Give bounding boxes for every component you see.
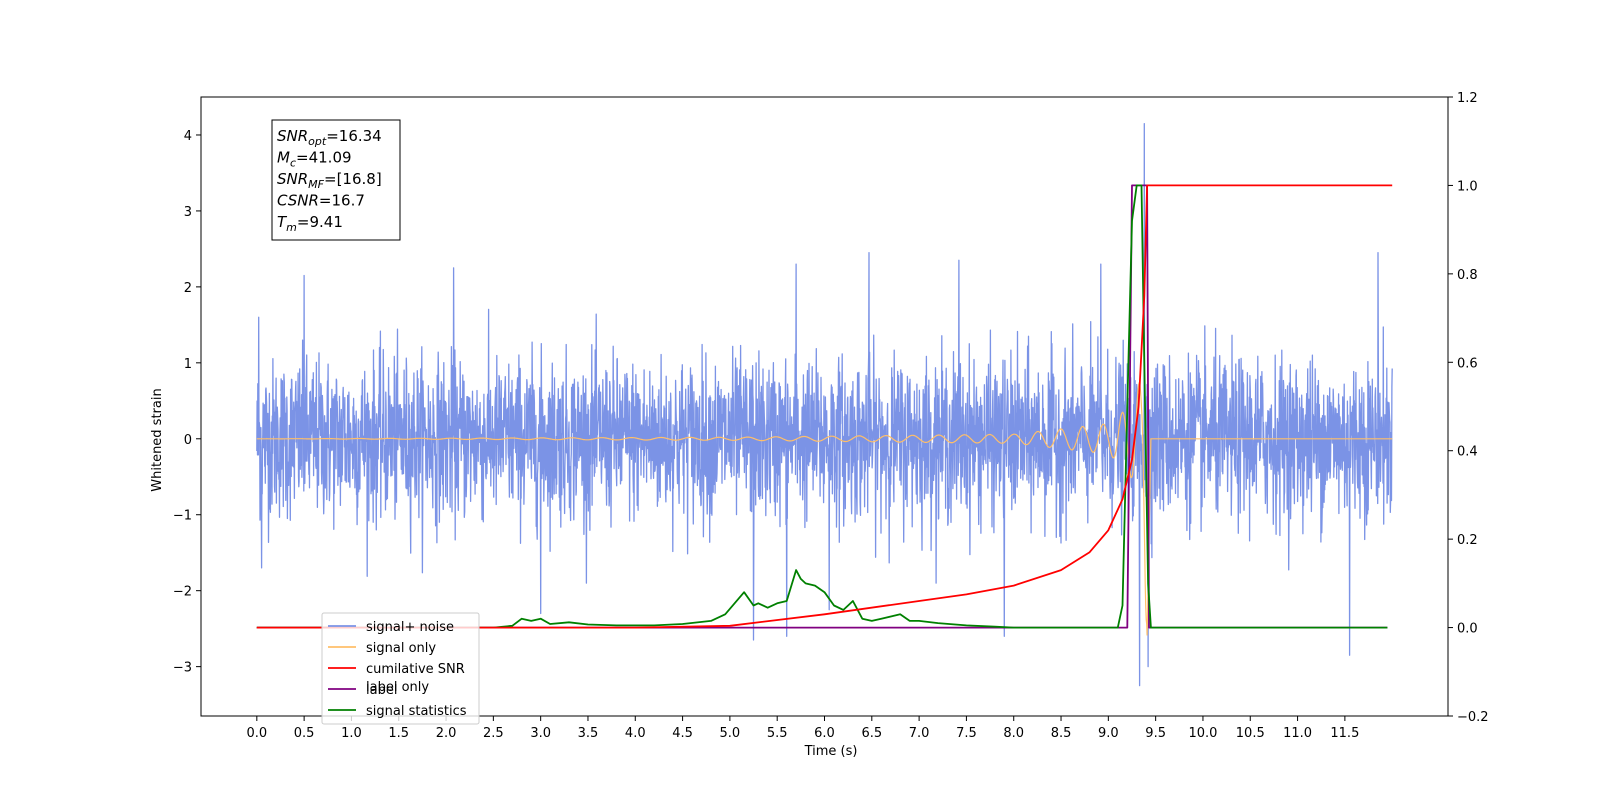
x-tick-label: 10.0 xyxy=(1188,726,1217,741)
annotation-frame xyxy=(271,119,401,241)
x-tick-label: 3.0 xyxy=(530,726,551,741)
y2-tick-label: 0.4 xyxy=(1457,445,1478,460)
x-tick-label: 9.5 xyxy=(1145,726,1166,741)
series-cumulative-snr xyxy=(256,184,1393,629)
x-tick-label: 1.0 xyxy=(341,726,362,741)
x-tick-label: 5.5 xyxy=(767,726,788,741)
annotation-line: CSNR=16.7 xyxy=(277,192,365,210)
legend-frame xyxy=(321,612,480,725)
x-tick-label: 2.5 xyxy=(483,726,504,741)
series-signal-statistics xyxy=(256,184,1388,629)
x-tick-label: 4.5 xyxy=(672,726,693,741)
y-tick-label: 2 xyxy=(184,281,192,296)
x-tick-label: 11.0 xyxy=(1283,726,1312,741)
x-axis-label: Time (s) xyxy=(804,744,858,759)
x-tick-label: 1.5 xyxy=(388,726,409,741)
x-tick-label: 5.0 xyxy=(720,726,741,741)
legend-hidden-text: label only xyxy=(366,680,429,695)
y2-tick-label: 0.0 xyxy=(1457,622,1478,637)
axes-layer: 0.0 0.5 1.0 1.5 2.0 2.5 3.0 3.5 4.0 4.5 5.0 5.5 6.0 6… xyxy=(173,91,1489,741)
legend: label only signal+ noise signal only cumila… xyxy=(321,612,480,725)
y-tick-label: −3 xyxy=(173,661,192,676)
y2-tick-label: 0.8 xyxy=(1457,268,1478,283)
x-tick-label: 4.0 xyxy=(625,726,646,741)
legend-entry-label: signal only xyxy=(366,641,436,656)
annotation-line: SNRMF=[16.8] xyxy=(277,170,382,191)
legend-entry-label: signal+ noise xyxy=(366,620,454,635)
x-tick-label: 7.0 xyxy=(909,726,930,741)
legend-entry-label: signal statistics xyxy=(366,704,467,719)
x-tick-label: 0.0 xyxy=(246,726,267,741)
x-tick-label: 7.5 xyxy=(956,726,977,741)
x-tick-label: 11.5 xyxy=(1330,726,1359,741)
y-tick-label: −2 xyxy=(173,585,192,600)
x-tick-label: 0.5 xyxy=(294,726,315,741)
x-tick-label: 2.0 xyxy=(436,726,457,741)
series-signal-only xyxy=(256,382,1393,636)
annotation-line: Tm=9.41 xyxy=(277,213,343,234)
series-label xyxy=(256,184,1388,629)
x-tick-label: 8.0 xyxy=(1003,726,1024,741)
y-tick-label: 3 xyxy=(184,205,192,220)
y2-tick-label: 0.2 xyxy=(1457,533,1478,548)
y2-tick-label: 1.0 xyxy=(1457,179,1478,194)
x-tick-label: 6.5 xyxy=(861,726,882,741)
series-signal-noise xyxy=(256,122,1393,687)
y2-tick-label: 0.6 xyxy=(1457,356,1478,371)
x-tick-label: 3.5 xyxy=(578,726,599,741)
y-tick-label: 4 xyxy=(184,129,192,144)
x-tick-label: 6.0 xyxy=(814,726,835,741)
series-layer xyxy=(256,122,1393,687)
y-tick-label: 1 xyxy=(184,357,192,372)
x-tick-label: 8.5 xyxy=(1051,726,1072,741)
legend-entry-label: label xyxy=(366,683,397,698)
y2-tick-label: 1.2 xyxy=(1457,91,1478,106)
y2-tick-label: −0.2 xyxy=(1457,710,1489,725)
x-tick-label: 9.0 xyxy=(1098,726,1119,741)
y-tick-label: 0 xyxy=(184,433,192,448)
annotation-line: Mc=41.09 xyxy=(277,149,352,170)
x-tick-label: 10.5 xyxy=(1236,726,1265,741)
y-tick-label: −1 xyxy=(173,509,192,524)
y-axis-label: Whitened strain xyxy=(150,388,165,491)
legend-entry-label: cumilative SNR xyxy=(366,662,465,677)
annotation-line: SNRopt=16.34 xyxy=(277,127,382,148)
annotation-box: SNRopt=16.34Mc=41.09SNRMF=[16.8]CSNR=16.… xyxy=(271,119,401,241)
